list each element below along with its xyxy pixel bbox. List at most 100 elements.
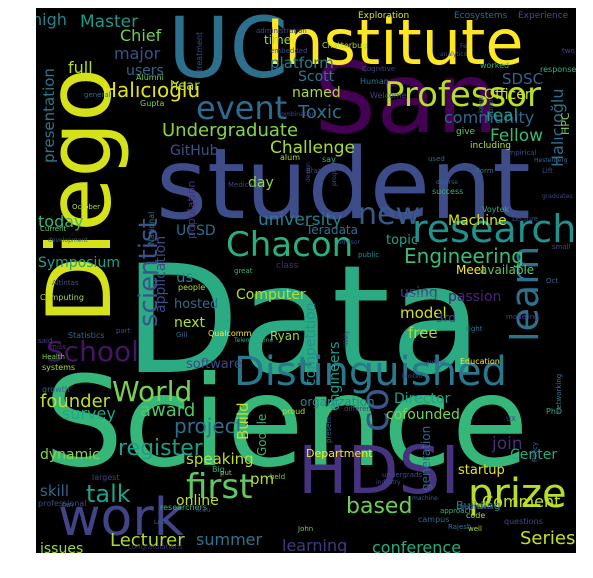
word-170: general [84, 91, 111, 99]
word-54: named [292, 85, 341, 101]
word-50: real [486, 106, 519, 126]
word-122: Current [40, 225, 67, 233]
word-45: Chief [120, 26, 162, 45]
word-176: Hesterberg [534, 157, 568, 164]
word-147: congratulations [128, 543, 183, 551]
word-89: time [264, 33, 292, 47]
word-196: Ikleu [196, 507, 211, 514]
word-192: diverse [436, 179, 459, 186]
word-163: networking [555, 373, 563, 413]
word-36: Fellow [490, 126, 544, 146]
word-182: program [331, 160, 338, 186]
word-153: approach [440, 507, 473, 515]
word-156: proud [282, 407, 306, 416]
word-131: said [38, 337, 53, 345]
word-189: fan [62, 501, 74, 509]
word-108: Human [360, 77, 389, 86]
word-92: next [174, 315, 206, 331]
word-41: Challenge [270, 138, 355, 158]
word-152: questions [504, 517, 543, 526]
word-101: hear [170, 79, 200, 94]
word-56: today [38, 212, 84, 231]
word-158: present [325, 416, 333, 443]
word-30: Halıcıoğlu [102, 78, 201, 102]
word-31: university [258, 210, 343, 230]
word-164: well [468, 525, 482, 533]
word-175: Lift [542, 167, 553, 175]
word-112: give [456, 127, 476, 137]
word-125: great [234, 267, 253, 275]
word-78: Google [255, 413, 269, 456]
word-84: startup [458, 463, 505, 478]
word-86: organization [300, 395, 375, 409]
word-115: National [147, 211, 156, 245]
word-87: Department [306, 447, 373, 460]
word-118: success [432, 187, 464, 196]
word-1: Science [44, 350, 529, 495]
word-178: Oct [546, 277, 559, 285]
word-191: Fe [460, 43, 467, 50]
word-11: research [412, 207, 576, 251]
word-129: Altintas [52, 279, 79, 287]
word-24: Engineering [404, 244, 524, 268]
word-117: Brand [306, 167, 327, 175]
word-95: topic [386, 233, 419, 248]
word-154: gathered [460, 503, 492, 511]
word-40: summer [196, 530, 263, 549]
word-85: generation [419, 425, 433, 491]
word-6: Institute [266, 8, 524, 79]
word-165: treatment [195, 31, 204, 72]
word-100: users [126, 63, 164, 79]
word-71: survey [62, 404, 116, 423]
word-186: likely [343, 330, 350, 346]
word-106: Gupta [140, 99, 165, 108]
word-4: San [314, 42, 499, 156]
word-37: Comment [482, 492, 561, 511]
word-135: modeling [506, 313, 539, 321]
word-195: machine [412, 495, 438, 502]
word-18: School [46, 335, 139, 368]
word-14: Professor [384, 75, 542, 115]
word-157: different [344, 405, 374, 413]
word-19: World [112, 375, 193, 408]
word-9: Distinguished [234, 349, 507, 395]
word-74: speaking [186, 450, 254, 468]
word-140: Health [42, 353, 65, 361]
word-8: work [58, 488, 184, 548]
word-88: Building [456, 499, 501, 512]
word-102: Exploration [358, 11, 410, 21]
word-103: Ecosystems [454, 11, 508, 21]
word-155: PhD [546, 407, 563, 416]
word-63: Computer [236, 287, 306, 303]
word-187: Gill [176, 331, 188, 339]
word-136: Telemedicine [234, 337, 274, 344]
word-38: conference [372, 538, 462, 554]
word-197: UX [506, 415, 516, 423]
word-177: small [552, 243, 571, 251]
word-52: Officer [484, 87, 531, 103]
word-39: learning [282, 536, 348, 554]
word-184: development [48, 237, 88, 244]
word-193: graduates [542, 193, 573, 200]
word-22: talk [86, 480, 131, 508]
word-21: new [358, 197, 421, 232]
word-67: free [408, 324, 438, 342]
word-75: online [176, 493, 219, 509]
word-185: advisor [338, 239, 360, 246]
word-48: platform [270, 54, 334, 72]
word-35: Toxic [298, 102, 342, 123]
word-44: major [114, 44, 161, 63]
word-198: Lost [154, 519, 167, 526]
word-53: HPC [559, 112, 572, 135]
word-55: GitHub [170, 143, 219, 159]
word-172: used [428, 155, 445, 163]
word-148: John [298, 525, 314, 533]
word-29: register [118, 436, 203, 461]
word-79: pm [250, 470, 275, 488]
word-65: using [400, 285, 438, 301]
word-150: code [466, 511, 486, 520]
word-82: cofounded [386, 407, 460, 423]
word-73: skill [40, 482, 70, 500]
word-97: available [480, 263, 535, 277]
word-90: us [176, 268, 194, 286]
